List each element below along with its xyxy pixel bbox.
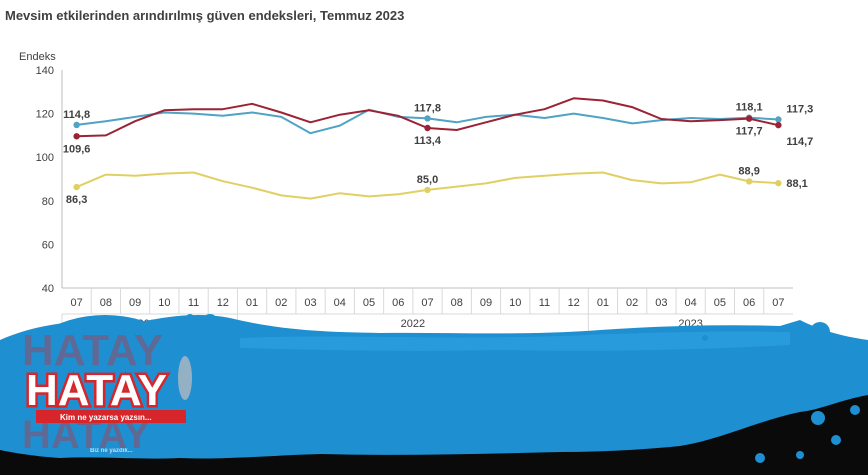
series-point-2 xyxy=(745,178,753,185)
x-tick-label: 01 xyxy=(597,297,609,309)
year-label: 2021 xyxy=(137,318,161,330)
data-label: 118,1 xyxy=(736,102,763,114)
year-label: 2022 xyxy=(401,318,425,330)
x-tick-label: 06 xyxy=(392,297,404,309)
series-point-2 xyxy=(424,186,431,194)
series-point-1 xyxy=(745,115,753,122)
x-tick-label: 03 xyxy=(655,297,667,309)
data-label: 88,9 xyxy=(738,165,759,177)
data-label: 88,1 xyxy=(786,178,807,190)
x-tick-label: 10 xyxy=(158,297,170,309)
x-tick-label: 08 xyxy=(451,297,463,309)
x-tick-label: 06 xyxy=(743,297,755,309)
x-tick-label: 11 xyxy=(188,297,199,309)
y-axis-ticks: 140 120 100 80 60 40 xyxy=(36,65,54,295)
series-markers xyxy=(73,114,782,194)
data-label: 85,0 xyxy=(417,174,438,186)
legend: Hizmet sektörü Perakende ticaret sektörü… xyxy=(410,340,622,349)
y-tick-label: 120 xyxy=(36,109,54,121)
x-tick-label: 04 xyxy=(334,297,346,309)
series-point-0 xyxy=(775,116,782,123)
x-tick-label: 02 xyxy=(275,297,287,309)
series-point-0 xyxy=(73,121,80,129)
y-axis-label: Endeks xyxy=(19,51,56,63)
plot-frame xyxy=(61,70,793,289)
y-tick-label: 40 xyxy=(42,283,54,295)
legend-label-hizmet: Hizmet sektörü Perakende ticaret sektörü xyxy=(410,340,557,349)
x-tick-label: 11 xyxy=(539,297,550,309)
data-label: 114,7 xyxy=(786,136,813,148)
data-label: 117,7 xyxy=(736,126,763,138)
data-label: 117,8 xyxy=(414,102,441,114)
series-point-0 xyxy=(424,115,431,122)
x-tick-label: 03 xyxy=(304,297,316,309)
series-point-1 xyxy=(775,121,782,129)
legend-label-insaat: İnşaat sektörü xyxy=(572,340,622,349)
series-point-1 xyxy=(73,133,80,140)
x-tick-label: 05 xyxy=(714,297,726,309)
x-tick-label: 09 xyxy=(480,297,492,309)
chart-title: Mevsim etkilerinden arındırılmış güven e… xyxy=(5,8,404,23)
year-label: 2023 xyxy=(678,318,702,330)
y-tick-label: 100 xyxy=(36,152,54,164)
x-tick-label: 09 xyxy=(129,297,141,309)
x-tick-label: 02 xyxy=(626,297,638,309)
y-tick-label: 80 xyxy=(42,196,54,208)
data-label: 113,4 xyxy=(414,135,442,147)
series-point-1 xyxy=(424,124,431,132)
data-labels: 114,8 117,8 118,1 117,3 109,6 113,4 117,7 114,7… xyxy=(63,102,813,206)
series-point-2 xyxy=(73,183,80,191)
series-point-2 xyxy=(775,179,782,187)
x-tick-label: 07 xyxy=(70,297,82,309)
x-tick-label: 08 xyxy=(100,297,112,309)
data-label: 86,3 xyxy=(66,194,87,206)
x-tick-label: 07 xyxy=(772,297,784,309)
x-tick-label: 05 xyxy=(363,297,375,309)
y-tick-label: 60 xyxy=(42,239,54,251)
data-label: 114,8 xyxy=(63,109,90,121)
x-tick-label: 10 xyxy=(509,297,521,309)
x-tick-label: 12 xyxy=(217,297,229,309)
data-label: 109,6 xyxy=(63,143,91,155)
x-axis-years: 2021 2022 2023 xyxy=(61,314,703,334)
x-tick-label: 12 xyxy=(568,297,580,309)
y-tick-label: 140 xyxy=(36,65,54,77)
x-axis-ticks: 07 08 09 10 11 12 01 02 03 04 05 06 07 08 09 10 11 12 01 02… xyxy=(62,288,793,315)
x-tick-label: 01 xyxy=(246,297,258,309)
x-tick-label: 07 xyxy=(421,297,433,309)
data-label: 117,3 xyxy=(786,103,813,115)
x-tick-label: 04 xyxy=(685,297,697,309)
